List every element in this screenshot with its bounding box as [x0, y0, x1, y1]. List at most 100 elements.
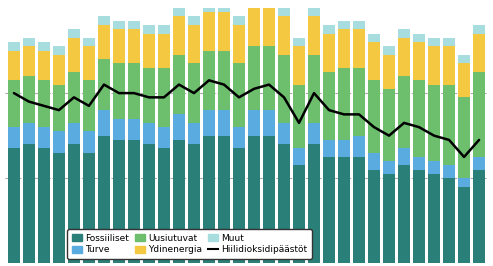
Bar [68, 123, 80, 144]
Bar [203, 12, 215, 51]
Bar [233, 148, 245, 263]
Bar [8, 148, 20, 263]
Bar [368, 170, 380, 263]
Bar [293, 148, 305, 165]
Bar [353, 157, 365, 263]
Bar [428, 161, 440, 174]
Bar [53, 85, 65, 131]
Bar [68, 29, 80, 38]
Bar [458, 63, 470, 97]
Bar [113, 29, 125, 63]
Bar [188, 25, 200, 63]
Bar [428, 38, 440, 46]
Bar [323, 157, 335, 263]
Bar [383, 89, 395, 161]
Bar [413, 170, 425, 263]
Bar [473, 157, 485, 170]
Bar [113, 140, 125, 263]
Bar [98, 59, 110, 110]
Bar [338, 21, 350, 29]
Bar [413, 42, 425, 80]
Bar [188, 144, 200, 263]
Bar [8, 80, 20, 127]
Bar [233, 25, 245, 63]
Bar [38, 80, 50, 127]
Bar [53, 131, 65, 153]
Bar [128, 119, 140, 140]
Bar [278, 144, 290, 263]
Bar [263, 110, 275, 136]
Bar [38, 148, 50, 263]
Bar [218, 51, 230, 110]
Bar [428, 46, 440, 85]
Bar [128, 21, 140, 29]
Bar [323, 25, 335, 34]
Bar [443, 178, 455, 263]
Bar [248, 46, 260, 110]
Bar [53, 153, 65, 263]
Bar [308, 144, 320, 263]
Bar [98, 110, 110, 136]
Bar [458, 97, 470, 178]
Bar [398, 76, 410, 148]
Bar [203, 51, 215, 110]
Bar [143, 34, 155, 68]
Bar [218, 12, 230, 51]
Bar [143, 25, 155, 34]
Bar [473, 34, 485, 72]
Bar [188, 16, 200, 25]
Bar [413, 80, 425, 157]
Bar [188, 63, 200, 123]
Bar [98, 16, 110, 25]
Bar [368, 42, 380, 80]
Bar [8, 42, 20, 51]
Bar [8, 51, 20, 80]
Bar [398, 165, 410, 263]
Bar [458, 187, 470, 263]
Bar [173, 140, 185, 263]
Bar [173, 114, 185, 140]
Bar [128, 63, 140, 119]
Bar [113, 63, 125, 119]
Bar [338, 68, 350, 140]
Bar [338, 157, 350, 263]
Bar [38, 127, 50, 148]
Bar [308, 123, 320, 144]
Bar [143, 68, 155, 123]
Bar [458, 55, 470, 63]
Bar [428, 85, 440, 161]
Bar [158, 25, 170, 34]
Bar [128, 140, 140, 263]
Bar [68, 38, 80, 72]
Bar [308, 16, 320, 55]
Bar [383, 55, 395, 89]
Bar [383, 46, 395, 55]
Bar [203, 136, 215, 263]
Bar [53, 55, 65, 85]
Bar [248, 110, 260, 136]
Bar [8, 127, 20, 148]
Bar [308, 55, 320, 123]
Bar [53, 46, 65, 55]
Bar [398, 38, 410, 76]
Bar [263, 8, 275, 46]
Bar [23, 144, 35, 263]
Legend: Fossiiliset, Turve, Uusiutuvat, Ydinenergia, Muut, Hiilidioksidipäästöt: Fossiiliset, Turve, Uusiutuvat, Ydinener… [68, 229, 312, 259]
Bar [158, 148, 170, 263]
Bar [323, 72, 335, 140]
Bar [158, 68, 170, 127]
Bar [218, 4, 230, 12]
Bar [383, 161, 395, 174]
Bar [263, 0, 275, 8]
Bar [203, 110, 215, 136]
Bar [413, 157, 425, 170]
Bar [128, 29, 140, 63]
Bar [338, 140, 350, 157]
Bar [353, 29, 365, 68]
Bar [278, 8, 290, 16]
Bar [248, 136, 260, 263]
Bar [293, 46, 305, 85]
Bar [218, 110, 230, 136]
Bar [218, 136, 230, 263]
Bar [23, 76, 35, 123]
